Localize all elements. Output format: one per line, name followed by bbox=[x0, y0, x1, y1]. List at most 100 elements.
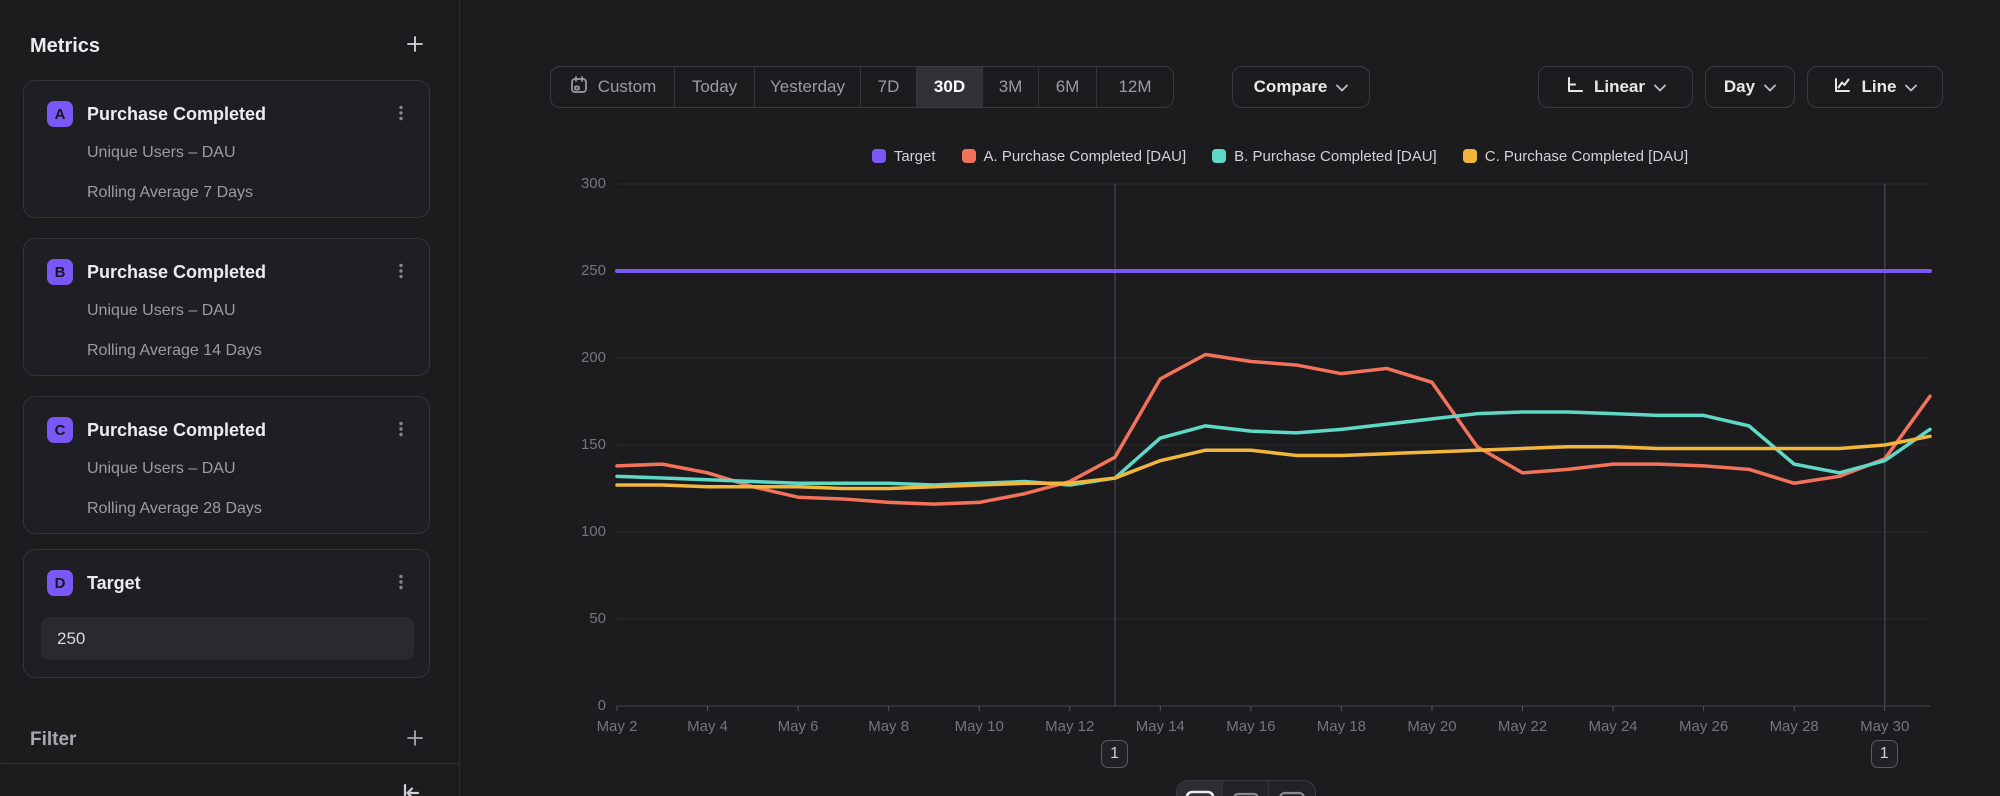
target-title: Target bbox=[87, 573, 141, 594]
range-6m[interactable]: 6M bbox=[1039, 67, 1097, 107]
metric-measure: Unique Users – DAU bbox=[87, 460, 236, 478]
target-card[interactable]: D Target bbox=[23, 549, 430, 678]
x-axis-label: May 6 bbox=[753, 718, 843, 735]
view-table-button[interactable] bbox=[1223, 781, 1269, 796]
range-label: Today bbox=[692, 77, 737, 97]
metric-title: Purchase Completed bbox=[87, 262, 266, 283]
metric-badge-d: D bbox=[47, 570, 73, 596]
chevron-down-icon bbox=[1336, 77, 1348, 97]
range-7d[interactable]: 7D bbox=[861, 67, 917, 107]
x-axis-label: May 8 bbox=[844, 718, 934, 735]
x-axis-label: May 12 bbox=[1025, 718, 1115, 735]
add-metric-button[interactable] bbox=[401, 32, 429, 60]
legend-item-c[interactable]: C. Purchase Completed [DAU] bbox=[1463, 148, 1688, 165]
chart-type-selector-button[interactable]: Line bbox=[1807, 66, 1943, 108]
metric-menu-button[interactable] bbox=[387, 570, 415, 598]
x-axis-label: May 28 bbox=[1749, 718, 1839, 735]
x-axis-label: May 2 bbox=[572, 718, 662, 735]
x-axis-label: May 30 bbox=[1840, 718, 1930, 735]
legend-item-a[interactable]: A. Purchase Completed [DAU] bbox=[962, 148, 1187, 165]
metric-card-a[interactable]: A Purchase Completed Unique Users – DAU … bbox=[23, 80, 430, 218]
y-axis-label: 300 bbox=[560, 175, 606, 192]
range-label: Yesterday bbox=[770, 77, 845, 97]
x-axis-label: May 18 bbox=[1296, 718, 1386, 735]
x-axis-label: May 14 bbox=[1115, 718, 1205, 735]
legend-item-target[interactable]: Target bbox=[872, 148, 936, 165]
metric-badge-c: C bbox=[47, 417, 73, 443]
compare-button[interactable]: Compare bbox=[1232, 66, 1370, 108]
metric-title: Purchase Completed bbox=[87, 420, 266, 441]
x-axis-label: May 26 bbox=[1659, 718, 1749, 735]
legend-swatch-a bbox=[962, 149, 976, 163]
chevron-down-icon bbox=[1764, 77, 1776, 97]
kebab-icon bbox=[392, 420, 410, 443]
y-axis-label: 100 bbox=[560, 523, 606, 540]
kebab-icon bbox=[392, 104, 410, 127]
y-axis-label: 200 bbox=[560, 349, 606, 366]
x-axis-label: May 4 bbox=[663, 718, 753, 735]
x-axis-label: May 20 bbox=[1387, 718, 1477, 735]
collapse-sidebar-button[interactable] bbox=[396, 779, 424, 796]
scale-selector-button[interactable]: Linear bbox=[1538, 66, 1693, 108]
range-label: 12M bbox=[1118, 77, 1151, 97]
kebab-icon bbox=[392, 573, 410, 596]
range-today[interactable]: Today bbox=[675, 67, 755, 107]
calendar-icon bbox=[569, 75, 589, 100]
compare-label: Compare bbox=[1254, 77, 1328, 97]
annotation-badge[interactable]: 1 bbox=[1871, 740, 1898, 768]
y-axis-label: 250 bbox=[560, 262, 606, 279]
granularity-label: Day bbox=[1724, 77, 1755, 97]
chart-type-label: Line bbox=[1862, 77, 1897, 97]
y-axis-label: 150 bbox=[560, 436, 606, 453]
legend-item-b[interactable]: B. Purchase Completed [DAU] bbox=[1212, 148, 1437, 165]
metric-badge-b: B bbox=[47, 259, 73, 285]
metric-menu-button[interactable] bbox=[387, 259, 415, 287]
x-axis-label: May 24 bbox=[1568, 718, 1658, 735]
metric-menu-button[interactable] bbox=[387, 417, 415, 445]
metric-measure: Unique Users – DAU bbox=[87, 302, 236, 320]
range-30d[interactable]: 30D bbox=[917, 67, 983, 107]
metric-rolling-average: Rolling Average 7 Days bbox=[87, 184, 253, 202]
range-3m[interactable]: 3M bbox=[983, 67, 1039, 107]
range-yesterday[interactable]: Yesterday bbox=[755, 67, 861, 107]
granularity-selector-button[interactable]: Day bbox=[1705, 66, 1795, 108]
metric-rolling-average: Rolling Average 14 Days bbox=[87, 342, 262, 360]
sidebar-divider bbox=[0, 763, 460, 764]
metrics-sidebar: Metrics A Purchase Completed Unique User… bbox=[0, 0, 460, 796]
metric-rolling-average: Rolling Average 28 Days bbox=[87, 500, 262, 518]
range-label: 6M bbox=[1056, 77, 1080, 97]
annotation-badge[interactable]: 1 bbox=[1101, 740, 1128, 768]
x-axis-label: May 16 bbox=[1206, 718, 1296, 735]
range-custom[interactable]: Custom bbox=[551, 67, 675, 107]
metric-measure: Unique Users – DAU bbox=[87, 144, 236, 162]
chart-view-switcher bbox=[1176, 780, 1316, 796]
chart-canvas bbox=[560, 130, 2000, 796]
range-label: 7D bbox=[878, 77, 900, 97]
x-axis-label: May 22 bbox=[1478, 718, 1568, 735]
legend-label: B. Purchase Completed [DAU] bbox=[1234, 148, 1437, 165]
metric-card-c[interactable]: C Purchase Completed Unique Users – DAU … bbox=[23, 396, 430, 534]
details-panel-icon bbox=[1269, 784, 1315, 796]
chevron-down-icon bbox=[1905, 77, 1917, 97]
scale-label: Linear bbox=[1594, 77, 1645, 97]
chevron-down-icon bbox=[1654, 77, 1666, 97]
kebab-icon bbox=[392, 262, 410, 285]
y-axis-label: 50 bbox=[560, 610, 606, 627]
plus-icon bbox=[405, 728, 425, 753]
metric-menu-button[interactable] bbox=[387, 101, 415, 129]
range-12m[interactable]: 12M bbox=[1097, 67, 1173, 107]
filter-header-row: Filter bbox=[30, 726, 429, 754]
metric-card-b[interactable]: B Purchase Completed Unique Users – DAU … bbox=[23, 238, 430, 376]
x-axis-label: May 10 bbox=[934, 718, 1024, 735]
chart-panel-icon bbox=[1177, 784, 1223, 796]
linear-axis-icon bbox=[1565, 75, 1585, 100]
view-details-button[interactable] bbox=[1269, 781, 1315, 796]
legend-label: Target bbox=[894, 148, 936, 165]
legend-swatch-b bbox=[1212, 149, 1226, 163]
metrics-header: Metrics bbox=[30, 35, 100, 58]
view-chart-button[interactable] bbox=[1177, 781, 1223, 796]
series-line-c bbox=[617, 436, 1930, 488]
legend-swatch-target bbox=[872, 149, 886, 163]
add-filter-button[interactable] bbox=[401, 726, 429, 754]
target-value-input[interactable] bbox=[41, 617, 414, 660]
